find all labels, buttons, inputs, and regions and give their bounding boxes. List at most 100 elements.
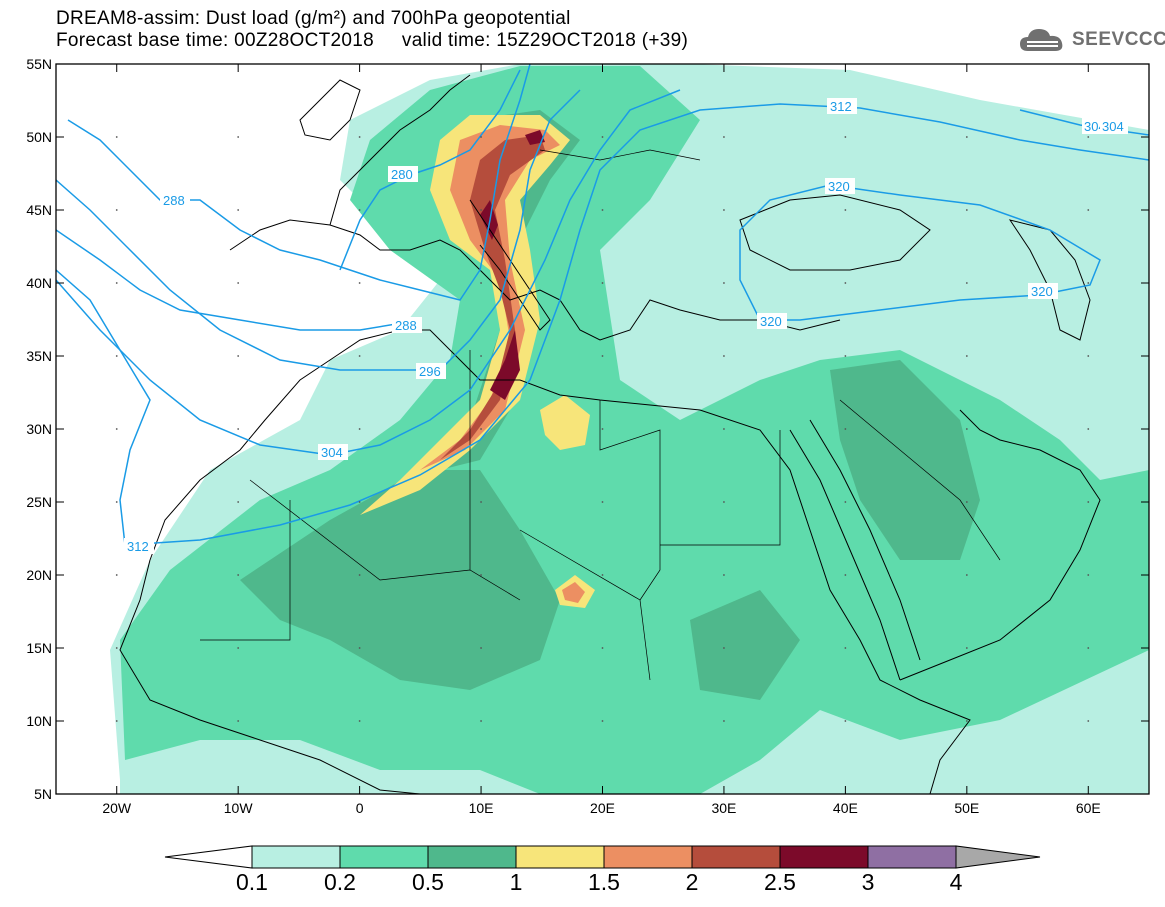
title-block: DREAM8-assim: Dust load (g/m²) and 700hP… (56, 8, 688, 52)
colorbar-label: 3 (862, 869, 875, 895)
dust-region-darkgreen-2 (830, 360, 980, 560)
grid-dot (844, 136, 847, 138)
contour-304 (56, 89, 681, 456)
contour-label-280: 280 (391, 167, 413, 182)
grid-dot (965, 136, 968, 138)
grid-dot (965, 282, 968, 284)
contour-label-288b: 288 (395, 318, 417, 333)
lon-tick-label: 0 (356, 800, 364, 816)
grid-dot (358, 501, 361, 503)
grid-dot (480, 136, 482, 138)
grid-dot (844, 720, 847, 722)
valid-time-text: valid time: 15Z29OCT2018 (+39) (401, 30, 689, 51)
grid-dot (601, 501, 604, 503)
grid-dot (237, 428, 240, 430)
colorbar: 0.1 0.2 0.5 1 1.5 2 2.5 3 4 (164, 845, 1041, 895)
geopotential-contours (56, 64, 1149, 546)
grid-dot (480, 647, 482, 649)
grid-dot (1087, 209, 1090, 211)
grid-dot (723, 647, 725, 649)
dust-region-orange-2 (562, 582, 585, 603)
grid-dot (358, 282, 361, 284)
lat-tick-label: 55N (26, 56, 52, 72)
border-3 (599, 400, 661, 601)
contour-288b (56, 229, 421, 331)
lat-tick-label: 30N (26, 421, 52, 437)
grid-dot (358, 574, 361, 576)
grid-dot (844, 282, 847, 284)
contour-label-304-east-2: 304 (1102, 119, 1124, 134)
grid-dot (844, 209, 847, 211)
coastline-italy (469, 199, 551, 331)
coastline-europe-north (329, 74, 471, 226)
colorbar-segment (427, 845, 517, 869)
lon-tick-label: 40E (833, 800, 858, 816)
grid-dot (480, 720, 482, 722)
grid-dot (358, 428, 361, 430)
dust-region-maroon-3 (525, 130, 545, 145)
title-line-2: Forecast base time: 00Z28OCT2018 valid t… (56, 30, 688, 52)
colorbar-arrow-right (955, 845, 1041, 869)
colorbar-arrow-left (164, 845, 253, 869)
grid-dot (1087, 136, 1090, 138)
lat-tick-label: 15N (26, 640, 52, 656)
contour-label-304: 304 (321, 445, 343, 460)
lat-tick-label: 35N (26, 348, 52, 364)
grid-dot (1087, 355, 1090, 357)
coastline-west-africa (119, 559, 421, 794)
grid-dot (115, 501, 118, 503)
grid-dot (115, 209, 118, 211)
dust-region-darkred (440, 135, 545, 460)
lon-tick-label: 20W (102, 800, 132, 816)
grid-dot (965, 720, 968, 722)
grid-dot (844, 428, 847, 430)
grid-dot (115, 428, 118, 430)
country-borders (200, 149, 1001, 681)
lon-tick-label: 60E (1076, 800, 1101, 816)
colorbar-segment (339, 845, 429, 869)
grid-dot (601, 574, 604, 576)
map-content: 280 288 288 296 304 312 312 304 304 320 … (56, 64, 1149, 794)
grid-dot (480, 501, 482, 503)
grid-dot (723, 720, 725, 722)
base-time-text: Forecast base time: 00Z28OCT2018 (56, 30, 374, 51)
colorbar-label: 2 (686, 869, 699, 895)
contour-label-320c: 320 (760, 314, 782, 329)
coastline-red-sea (789, 419, 921, 681)
grid-dot (1087, 282, 1090, 284)
seevccc-logo: SEEVCCC (1018, 25, 1165, 55)
grid-dot (480, 355, 482, 357)
contour-312 (124, 103, 1149, 546)
lon-tick-label: 10W (224, 800, 254, 816)
grid-dot (965, 501, 968, 503)
grid-dot (115, 647, 118, 649)
grid-dot (358, 647, 361, 649)
lat-tick-label: 50N (26, 129, 52, 145)
dust-region-darkgreen-3 (690, 590, 800, 700)
grid-dot (115, 355, 118, 357)
grid-dot (844, 501, 847, 503)
contour-label-320b: 320 (1031, 284, 1053, 299)
grid-dot (965, 428, 968, 430)
grid-dot (723, 501, 725, 503)
dust-load-shading (110, 64, 1149, 794)
axis-ticks: 20W 10W 0 10E 20E 30E 40E 50E 60E 55N 50N 45N 40N 35N… (26, 56, 1149, 816)
grid-dot (723, 428, 725, 430)
grid-dot (237, 355, 240, 357)
lat-tick-label: 45N (26, 202, 52, 218)
coastline-europe (229, 219, 841, 341)
grid-dot (1087, 501, 1090, 503)
contour-288 (67, 64, 531, 301)
border-2 (249, 479, 521, 601)
coastline-black-sea (739, 194, 931, 271)
dust-region-darkgreen-1 (240, 470, 560, 690)
grid-dot (358, 720, 361, 722)
colorbar-segment (515, 845, 605, 869)
contour-label-320: 320 (828, 179, 850, 194)
border-6 (519, 529, 651, 681)
grid-dot (115, 720, 118, 722)
grid-dot (115, 574, 118, 576)
grid-dot (723, 282, 725, 284)
colorbar-label: 0.1 (236, 869, 268, 895)
coastline-arabia (899, 409, 1101, 681)
